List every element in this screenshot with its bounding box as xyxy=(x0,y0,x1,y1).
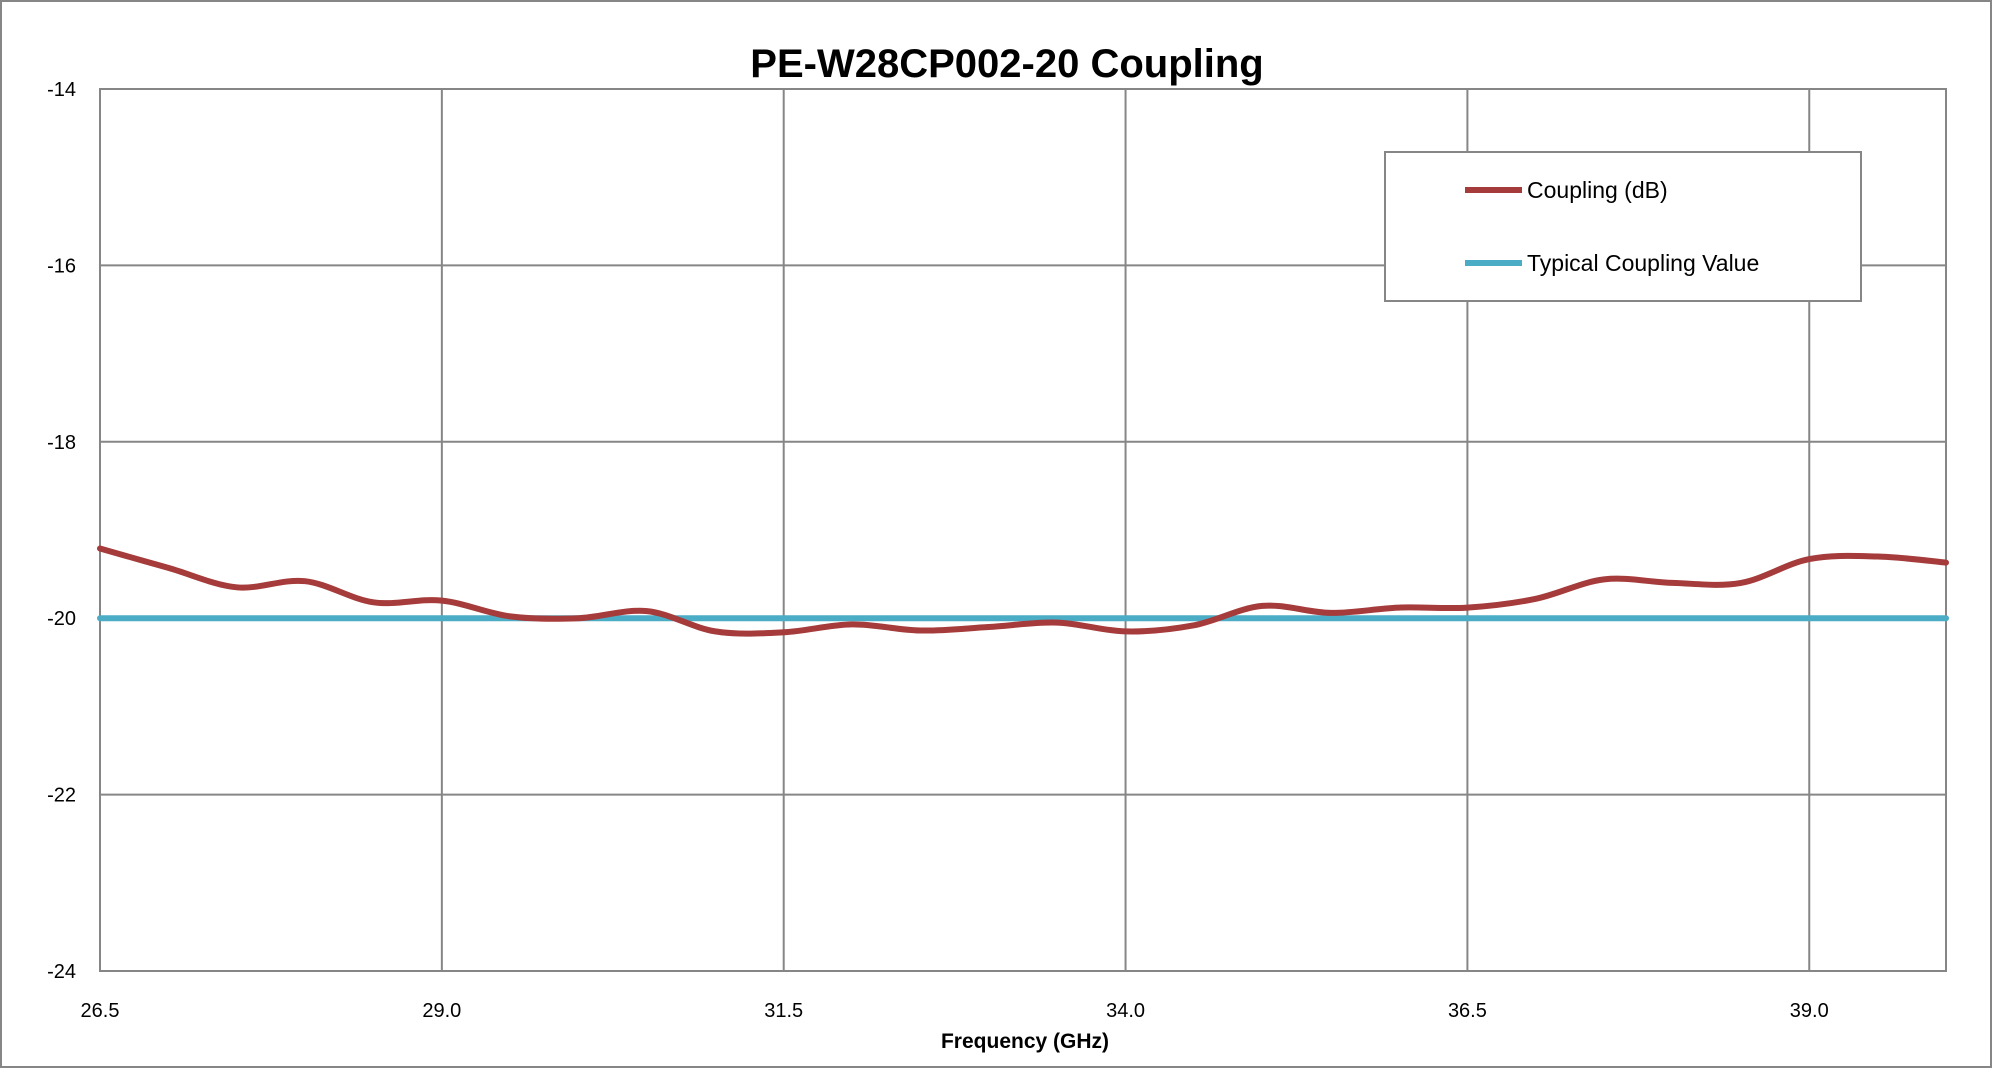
x-tick-label: 36.5 xyxy=(1448,1000,1487,1022)
x-tick-label: 31.5 xyxy=(764,1000,803,1022)
legend-box xyxy=(1384,151,1862,302)
y-tick-label: -20 xyxy=(47,608,76,630)
x-tick-label: 39.0 xyxy=(1790,1000,1829,1022)
x-tick-label: 26.5 xyxy=(81,1000,120,1022)
x-tick-label: 29.0 xyxy=(422,1000,461,1022)
y-tick-label: -22 xyxy=(47,785,76,807)
series-lines xyxy=(97,545,1949,637)
x-tick-label: 34.0 xyxy=(1106,1000,1145,1022)
legend: Coupling (dB) Typical Coupling Value xyxy=(1384,151,1862,302)
x-axis-title: Frequency (GHz) xyxy=(941,1030,1109,1053)
y-tick-label: -16 xyxy=(47,255,76,277)
y-tick-label: -24 xyxy=(47,961,76,983)
legend-label-coupling: Coupling (dB) xyxy=(1527,177,1668,203)
y-tick-label: -18 xyxy=(47,432,76,454)
y-tick-label: -14 xyxy=(47,79,76,101)
legend-label-typical: Typical Coupling Value xyxy=(1527,250,1759,276)
plot-area-border xyxy=(99,88,1947,972)
series-line-coupling xyxy=(97,545,1949,637)
chart-title: PE-W28CP002-20 Coupling xyxy=(750,42,1263,86)
